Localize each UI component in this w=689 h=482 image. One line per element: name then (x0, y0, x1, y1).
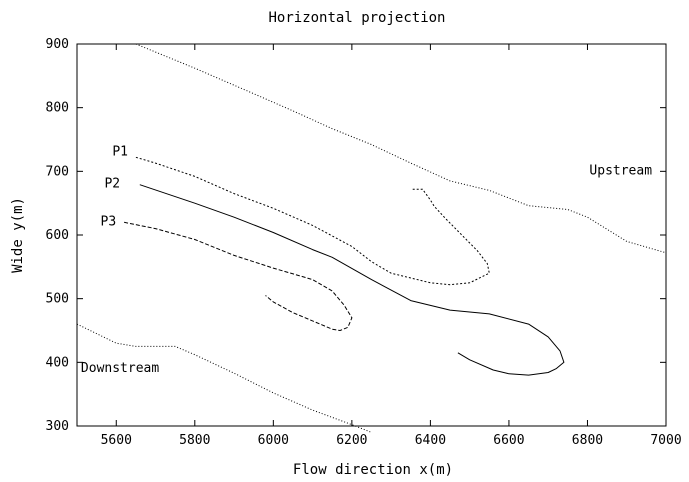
y-tick-label: 900 (46, 37, 69, 52)
annotation-label: Downstream (81, 361, 159, 376)
x-tick-label: 6400 (415, 433, 446, 448)
y-tick-label: 300 (46, 419, 69, 434)
series-line-3 (135, 156, 490, 286)
series-line-4 (139, 184, 565, 376)
y-axis-label: Wide y(m) (10, 197, 26, 273)
y-tick-label: 500 (46, 292, 69, 307)
series-line-2 (76, 323, 372, 433)
chart-title: Horizontal projection (268, 10, 445, 26)
plot-frame (76, 43, 667, 427)
y-tick-label: 800 (46, 101, 69, 116)
x-tick-label: 6000 (258, 433, 289, 448)
x-tick-label: 6600 (493, 433, 524, 448)
y-tick-label: 700 (46, 164, 69, 179)
y-tick-label: 600 (46, 228, 69, 243)
x-tick-label: 6800 (572, 433, 603, 448)
annotation-layer: P1 P2 P3 Upstream Downstream (81, 144, 652, 375)
x-tick-label: 7000 (650, 433, 681, 448)
x-tick-label: 5800 (179, 433, 210, 448)
y-tick-label: 400 (46, 355, 69, 370)
axes: 5600 5800 6000 6200 6400 6600 6800 7000 300 400 50… (46, 37, 682, 448)
x-tick-label: 5600 (101, 433, 132, 448)
x-axis-label: Flow direction x(m) (293, 462, 453, 478)
annotation-label: Upstream (589, 164, 652, 179)
x-tick-label: 6200 (336, 433, 367, 448)
series-line-1 (135, 43, 667, 254)
annotation-label: P3 (101, 214, 117, 229)
annotation-label: P2 (104, 176, 120, 191)
series-line-5 (124, 221, 353, 331)
series-layer (76, 43, 667, 433)
annotation-label: P1 (112, 144, 128, 159)
